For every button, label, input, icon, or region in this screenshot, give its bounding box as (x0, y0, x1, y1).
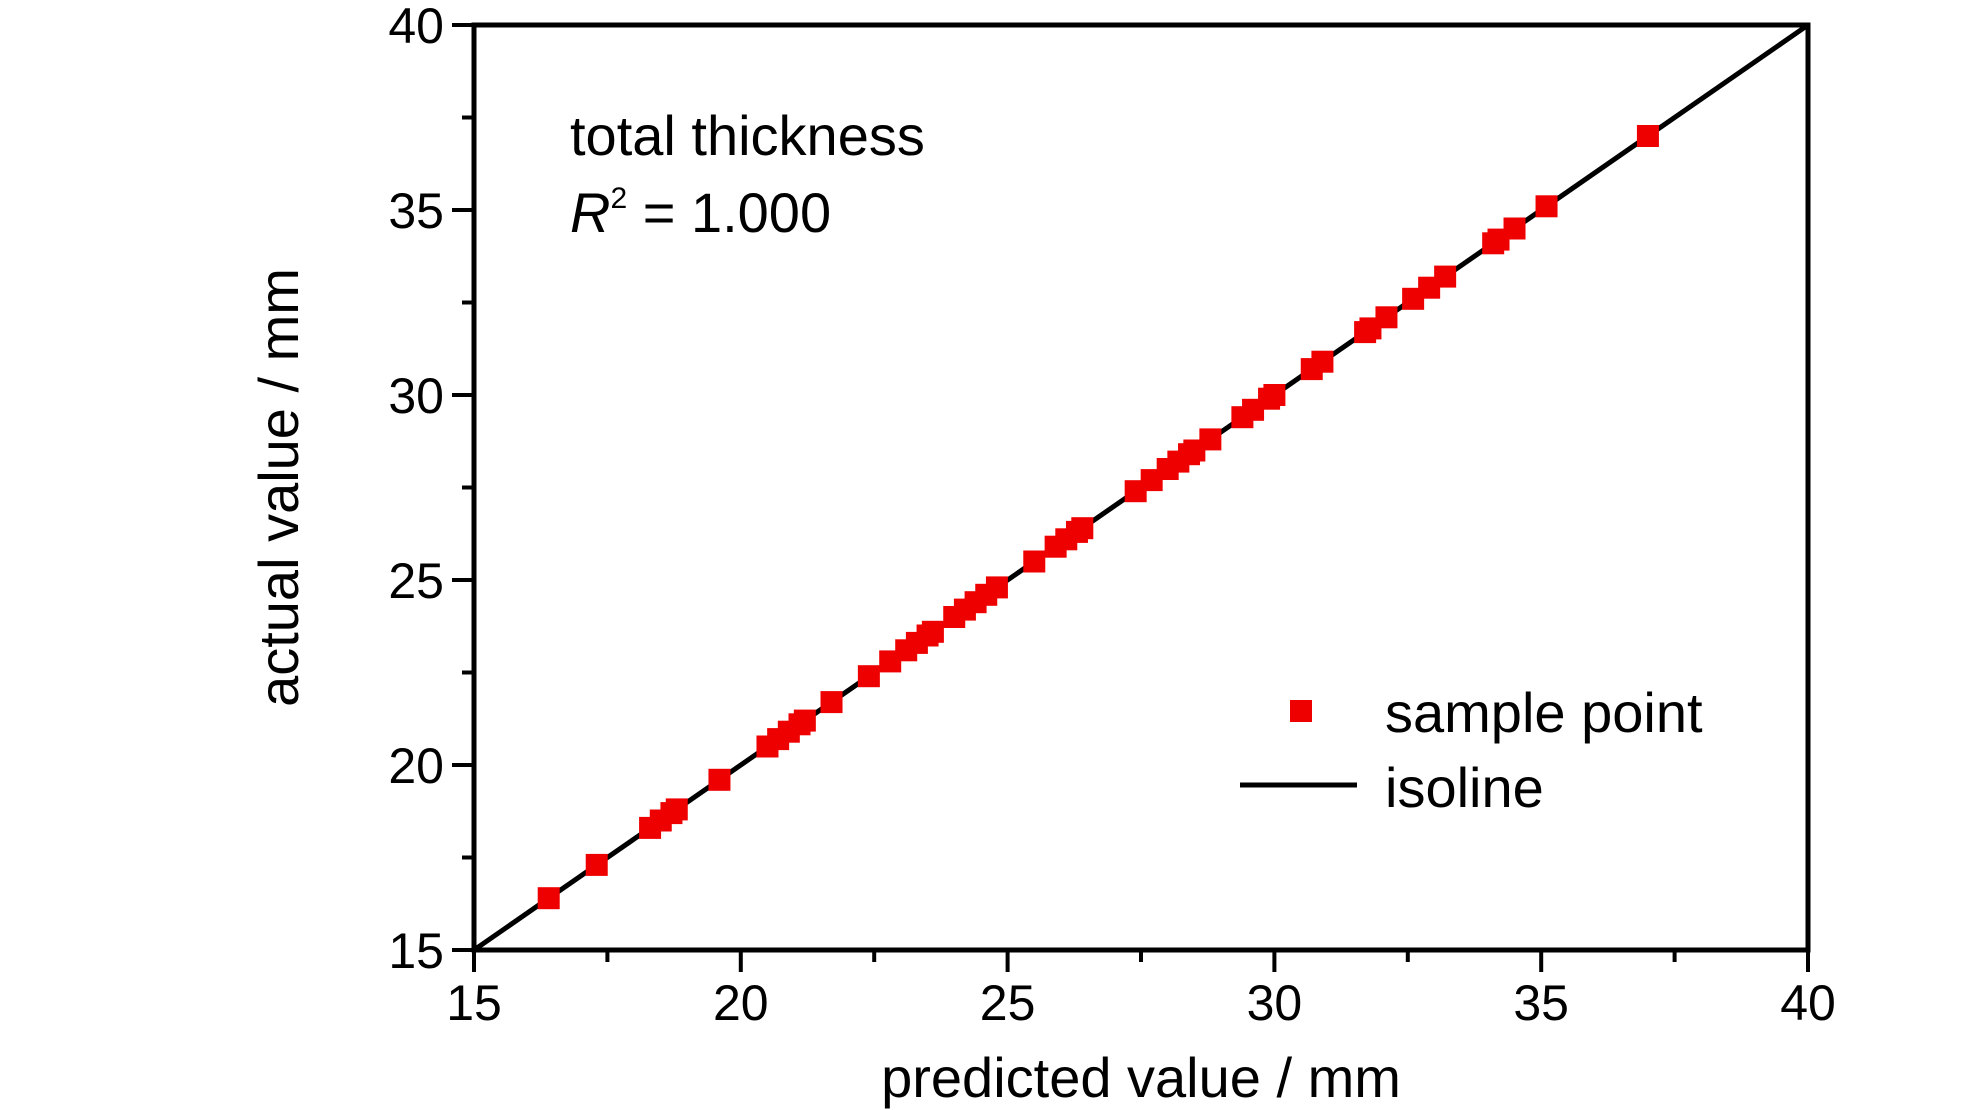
sample-point (1375, 306, 1398, 329)
sample-point (1263, 384, 1286, 406)
sample-points (537, 125, 1659, 910)
y-tick-label: 25 (388, 553, 444, 609)
y-axis-title: actual value / mm (247, 268, 310, 707)
legend-label-isoline: isoline (1385, 756, 1544, 819)
y-tick-label: 15 (388, 923, 444, 979)
sample-point (1636, 125, 1659, 147)
sample-point (1071, 517, 1094, 540)
sample-point (537, 887, 560, 910)
major-ticks (452, 23, 1810, 972)
sample-point (793, 709, 816, 732)
sample-point (1199, 428, 1222, 451)
legend-marker-square (1290, 700, 1312, 722)
x-tick-label: 25 (980, 975, 1036, 1031)
y-tick-label: 40 (388, 0, 444, 54)
x-tick-label: 40 (1780, 975, 1836, 1031)
r-symbol: R (570, 181, 610, 244)
y-tick-label: 20 (388, 738, 444, 794)
x-tick-label: 20 (713, 975, 769, 1031)
sample-point (921, 620, 944, 643)
r-squared-annotation: R2 = 1.000 (570, 181, 831, 244)
r-superscript: 2 (610, 182, 627, 215)
sample-point (985, 576, 1008, 599)
sample-point (1503, 217, 1526, 240)
sample-point (708, 768, 731, 791)
annotation-title: total thickness (570, 104, 925, 167)
legend-label-sample-point: sample point (1385, 681, 1703, 744)
y-tick-label: 30 (388, 368, 444, 424)
sample-point (1535, 195, 1558, 218)
x-tick-label: 15 (446, 975, 502, 1031)
x-tick-label: 35 (1513, 975, 1569, 1031)
x-axis-title: predicted value / mm (881, 1046, 1401, 1109)
sample-point (585, 853, 608, 876)
sample-point (857, 665, 880, 688)
sample-point (820, 691, 843, 714)
plot-frame (471, 22, 1811, 953)
r-value: = 1.000 (627, 181, 831, 244)
sample-point (665, 798, 688, 821)
y-tick-label: 35 (388, 183, 444, 239)
sample-point (1434, 265, 1457, 288)
legend: sample point isoline (1240, 681, 1703, 819)
sample-point (1023, 550, 1046, 573)
sample-point (1311, 350, 1334, 373)
x-tick-label: 30 (1247, 975, 1303, 1031)
tick-labels: 15 20 25 30 35 40 15 20 25 30 35 40 (388, 0, 1835, 1031)
